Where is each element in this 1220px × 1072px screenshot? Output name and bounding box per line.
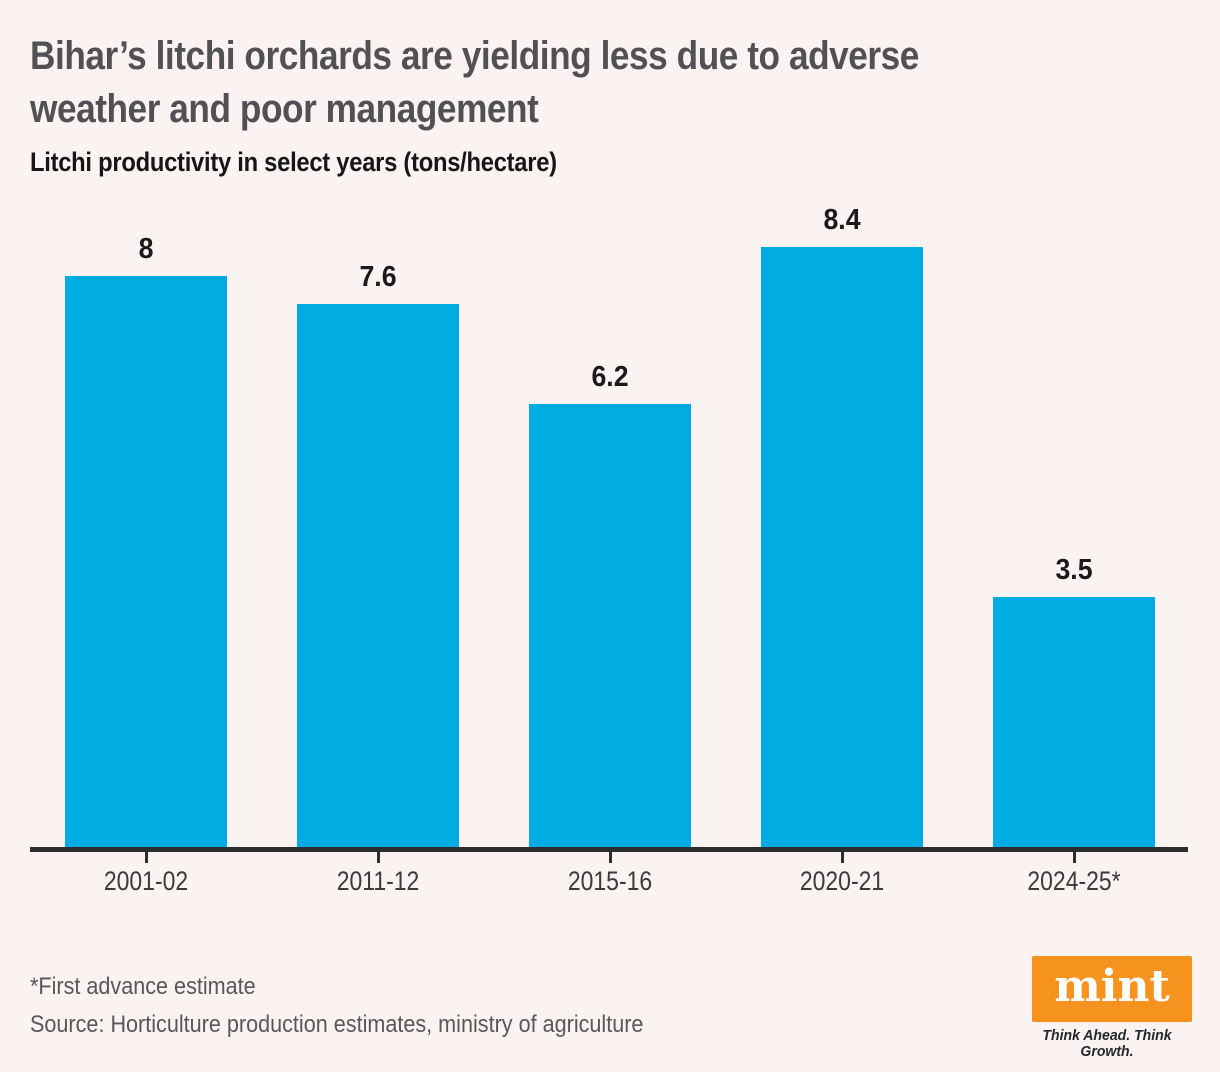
bar-value-label: 8.4 [823, 204, 861, 236]
bar [761, 247, 923, 847]
mint-logo-text: mint [1054, 961, 1170, 1012]
x-tick [840, 852, 844, 863]
bar [297, 304, 459, 847]
bar [993, 597, 1155, 847]
x-axis-label: 2020-21 [799, 866, 885, 896]
x-tick [144, 852, 148, 863]
x-axis-line [30, 847, 1188, 852]
mint-logo: mint [1032, 956, 1192, 1022]
page-title: Bihar’s litchi orchards are yielding les… [30, 30, 1130, 136]
bar-value-label: 3.5 [1055, 554, 1093, 586]
x-axis-label: 2001-02 [103, 866, 189, 896]
page-title-line2: weather and poor management [30, 87, 539, 131]
x-tick [376, 852, 380, 863]
x-axis-label: 2015-16 [567, 866, 653, 896]
bar-value-label: 6.2 [591, 361, 629, 393]
x-axis-label: 2024-25* [1027, 866, 1121, 896]
bar-value-label: 8 [138, 233, 154, 265]
chart-subtitle: Litchi productivity in select years (ton… [30, 147, 557, 177]
logo-tagline: Think Ahead. Think Growth. [1042, 1028, 1172, 1060]
page-title-line1: Bihar’s litchi orchards are yielding les… [30, 34, 919, 78]
bar [529, 404, 691, 847]
x-tick [608, 852, 612, 863]
source-line: Source: Horticulture production estimate… [30, 1011, 644, 1038]
bar [65, 276, 227, 847]
x-tick [1072, 852, 1076, 863]
x-axis-label: 2011-12 [336, 866, 420, 896]
bar-value-label: 7.6 [359, 261, 397, 293]
footnote: *First advance estimate [30, 973, 256, 1000]
